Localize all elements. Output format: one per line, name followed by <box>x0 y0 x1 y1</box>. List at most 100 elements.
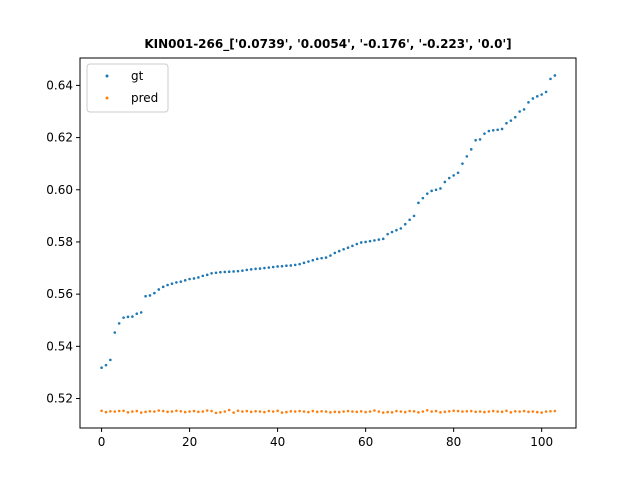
y-tick-label: 0.52 <box>46 392 73 406</box>
data-point-gt <box>509 119 513 122</box>
data-point-gt <box>219 270 222 274</box>
data-point-pred <box>540 411 543 414</box>
data-point-pred <box>513 410 517 413</box>
y-tick-label: 0.64 <box>46 78 73 92</box>
data-point-pred <box>333 410 337 414</box>
data-point-pred <box>351 410 354 413</box>
data-point-gt <box>351 244 354 248</box>
data-point-gt <box>434 188 438 192</box>
data-point-pred <box>285 410 288 414</box>
data-point-pred <box>166 410 169 414</box>
data-point-gt <box>469 148 473 151</box>
data-point-gt <box>188 277 191 281</box>
data-point-pred <box>496 410 499 413</box>
data-point-pred <box>144 410 147 414</box>
data-point-gt <box>390 230 394 234</box>
data-point-pred <box>527 410 530 414</box>
data-point-gt <box>263 266 266 270</box>
data-point-pred <box>267 409 271 413</box>
data-point-pred <box>465 410 469 413</box>
data-point-pred <box>117 409 121 413</box>
data-point-gt <box>513 115 517 119</box>
data-point-gt <box>452 174 455 177</box>
axes-frame <box>79 57 577 429</box>
data-point-gt <box>109 358 112 362</box>
data-point-pred <box>192 409 196 413</box>
data-point-pred <box>161 409 165 413</box>
data-point-gt <box>205 273 209 277</box>
data-point-gt <box>214 271 218 275</box>
data-point-pred <box>139 411 143 414</box>
data-point-gt <box>135 312 139 316</box>
data-point-gt <box>421 196 425 200</box>
data-point-gt <box>122 316 125 319</box>
data-point-pred <box>346 409 350 413</box>
data-point-gt <box>157 288 161 291</box>
data-point-gt <box>465 155 469 158</box>
data-point-pred <box>461 410 464 413</box>
data-point-gt <box>333 251 337 255</box>
x-tick-label: 0 <box>98 435 106 449</box>
data-point-pred <box>148 410 152 413</box>
legend-marker-gt <box>105 74 109 78</box>
data-point-gt <box>324 256 328 259</box>
x-axis: 0 20 40 60 80 100 <box>98 428 553 449</box>
data-point-gt <box>139 311 143 314</box>
data-point-gt <box>408 218 411 222</box>
data-point-pred <box>373 409 376 412</box>
data-point-pred <box>469 409 473 413</box>
x-tick-label: 40 <box>270 435 285 449</box>
data-point-pred <box>157 409 161 412</box>
data-point-gt <box>399 227 403 230</box>
data-point-gt <box>461 162 464 165</box>
data-point-gt <box>531 97 535 100</box>
data-point-gt <box>355 242 359 246</box>
data-point-gt <box>245 268 249 272</box>
data-point-gt <box>395 228 398 232</box>
data-point-pred <box>201 410 205 413</box>
data-point-gt <box>311 258 315 262</box>
data-point-pred <box>307 410 310 414</box>
data-point-pred <box>368 410 372 413</box>
data-point-gt <box>161 285 165 289</box>
data-point-pred <box>403 410 407 414</box>
data-point-gt <box>315 257 319 261</box>
data-point-gt <box>192 277 196 280</box>
data-point-gt <box>337 249 341 253</box>
data-point-pred <box>109 410 112 413</box>
data-point-pred <box>315 410 319 414</box>
data-point-gt <box>381 237 385 241</box>
data-point-gt <box>377 238 381 241</box>
data-point-pred <box>183 410 187 414</box>
data-point-pred <box>311 409 315 413</box>
data-point-pred <box>236 409 240 413</box>
data-point-gt <box>456 171 460 175</box>
data-point-gt <box>417 201 420 205</box>
data-point-gt <box>522 108 526 111</box>
data-point-pred <box>381 411 385 414</box>
data-point-gt <box>535 95 539 98</box>
data-point-gt <box>386 232 389 236</box>
data-point-gt <box>368 239 372 243</box>
data-point-pred <box>113 410 117 413</box>
data-point-pred <box>487 410 491 413</box>
data-point-pred <box>408 409 411 413</box>
data-point-pred <box>170 410 174 413</box>
data-point-gt <box>500 127 504 131</box>
data-point-pred <box>227 408 231 412</box>
data-point-gt <box>293 263 297 267</box>
data-point-pred <box>364 410 367 414</box>
data-point-gt <box>201 274 205 278</box>
data-point-pred <box>417 411 420 414</box>
y-tick-label: 0.60 <box>46 183 73 197</box>
data-point-gt <box>276 265 279 268</box>
data-point-gt <box>258 267 262 270</box>
data-point-gt <box>153 291 156 295</box>
data-point-pred <box>223 410 227 413</box>
data-point-pred <box>386 410 389 414</box>
data-point-gt <box>496 128 499 132</box>
chart-title: KIN001-266_['0.0739', '0.0054', '-0.176'… <box>144 37 511 52</box>
data-point-gt <box>144 294 147 298</box>
series-gt <box>100 74 557 370</box>
data-point-gt <box>478 138 482 141</box>
